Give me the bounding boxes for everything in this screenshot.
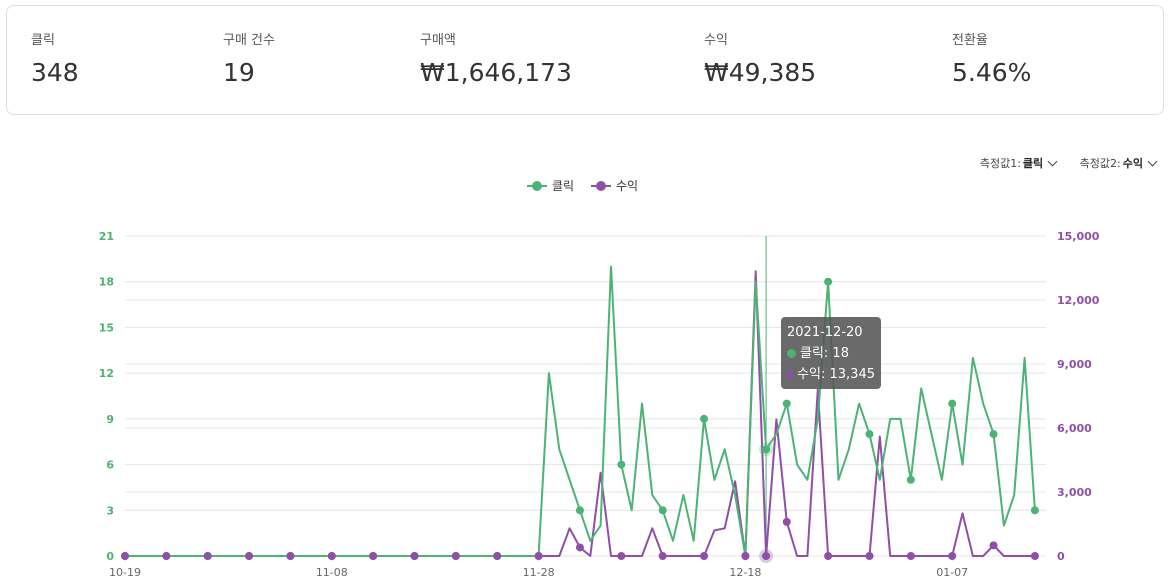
left-axis-tick-label: 18 [99, 276, 114, 289]
revenue-point [162, 552, 171, 560]
revenue-point [203, 552, 212, 560]
revenue-point [658, 552, 667, 560]
revenue-point [865, 552, 874, 560]
right-axis-tick-label: 3,000 [1057, 486, 1092, 499]
clicks-point [1030, 506, 1039, 515]
tooltip-clicks-text: 클릭: 18 [800, 346, 849, 361]
x-axis-tick-label: 11-08 [316, 566, 348, 579]
tooltip-clicks-row: 클릭: 18 [787, 343, 875, 364]
clicks-point [658, 506, 667, 515]
revenue-point [369, 552, 378, 560]
revenue-point [286, 552, 295, 560]
revenue-point [617, 552, 626, 560]
revenue-point [534, 552, 543, 560]
clicks-point [782, 399, 791, 408]
metric-conversion-rate-label: 전환율 [952, 33, 988, 48]
metric-clicks-label: 클릭 [31, 33, 55, 48]
revenue-point [989, 541, 998, 550]
summary-panel: 클릭 348 구매 건수 19 구매액 ₩1,646,173 수익 ₩49,38… [6, 5, 1164, 115]
clicks-point [824, 277, 833, 286]
metric1-value: 클릭 [1022, 157, 1044, 170]
left-axis-tick-label: 0 [106, 550, 114, 563]
clicks-point [575, 506, 584, 515]
tooltip-date: 2021-12-20 [787, 325, 863, 340]
right-axis-tick-label: 6,000 [1057, 422, 1092, 435]
left-axis-tick-label: 21 [99, 230, 114, 243]
metric-purchase-amount-label: 구매액 [420, 33, 456, 48]
metric-selectors: 측정값1: 클릭 측정값2: 수익 [960, 155, 1158, 171]
metric-revenue-label: 수익 [704, 33, 728, 48]
revenue-point [700, 552, 709, 560]
revenue-point [824, 552, 833, 560]
revenue-point [1030, 552, 1039, 560]
legend-marker [532, 181, 542, 191]
revenue-point [451, 552, 460, 560]
metric2-value: 수익 [1122, 157, 1143, 170]
revenue-highlight-point [762, 552, 771, 560]
clicks-point [700, 414, 709, 423]
metric-purchases-value: 19 [223, 58, 255, 87]
right-axis-tick-label: 12,000 [1057, 294, 1100, 307]
revenue-dot-icon [787, 370, 794, 379]
metric2-label: 측정값2: [1079, 157, 1121, 170]
tooltip-revenue-text: 수익: 13,345 [797, 367, 875, 382]
left-axis-tick-label: 9 [106, 413, 114, 426]
revenue-point [575, 543, 584, 552]
metric-revenue-value: ₩49,385 [704, 58, 817, 87]
revenue-point [948, 552, 957, 560]
legend-label: 클릭 [552, 179, 574, 193]
revenue-point [741, 552, 750, 560]
clicks-point [948, 399, 957, 408]
revenue-point [906, 552, 915, 560]
right-axis-tick-label: 15,000 [1057, 230, 1100, 243]
clicks-highlight-point [762, 445, 771, 454]
left-axis-tick-label: 6 [106, 459, 114, 472]
right-axis-tick-label: 9,000 [1057, 358, 1092, 371]
revenue-point [410, 552, 419, 560]
revenue-point [327, 552, 336, 560]
metric1-dropdown[interactable]: 측정값1: 클릭 [979, 155, 1058, 171]
x-axis-tick-label: 01-07 [936, 566, 968, 579]
revenue-point [782, 517, 791, 526]
right-axis-tick-label: 0 [1057, 550, 1065, 563]
metric-purchase-amount-value: ₩1,646,173 [420, 58, 572, 87]
clicks-dot-icon [787, 349, 796, 358]
metric-conversion-rate-value: 5.46% [952, 58, 1032, 87]
clicks-point [989, 430, 998, 439]
revenue-point [245, 552, 254, 560]
metric2-dropdown[interactable]: 측정값2: 수익 [1079, 155, 1158, 171]
x-axis-tick-label: 12-18 [729, 566, 761, 579]
revenue-point [121, 552, 129, 560]
metric1-label: 측정값1: [979, 157, 1021, 170]
clicks-point [865, 430, 874, 439]
metric-clicks-value: 348 [31, 58, 79, 87]
revenue-point [493, 552, 502, 560]
x-axis-tick-label: 10-19 [109, 566, 141, 579]
legend-label: 수익 [616, 179, 638, 193]
tooltip-revenue-row: 수익: 13,345 [787, 364, 875, 385]
clicks-point [906, 475, 915, 484]
clicks-point [617, 460, 626, 469]
left-axis-tick-label: 12 [99, 367, 114, 380]
left-axis-tick-label: 15 [99, 321, 114, 334]
metric-purchases-label: 구매 건수 [223, 33, 275, 48]
left-axis-tick-label: 3 [106, 504, 114, 517]
legend-marker [596, 181, 606, 191]
chart-tooltip: 2021-12-20 클릭: 18 수익: 13,345 [781, 317, 881, 389]
x-axis-tick-label: 11-28 [523, 566, 555, 579]
